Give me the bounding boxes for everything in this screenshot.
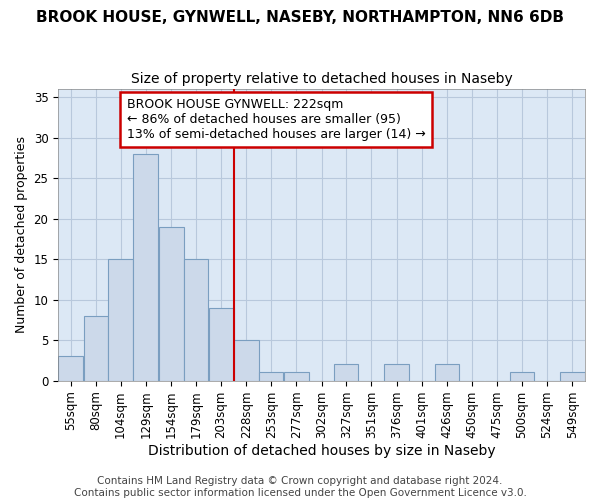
Bar (159, 226, 184, 380)
Text: Contains HM Land Registry data © Crown copyright and database right 2024.
Contai: Contains HM Land Registry data © Crown c… (74, 476, 526, 498)
Bar (133, 154, 158, 380)
Bar (334, 364, 358, 380)
Bar (259, 372, 283, 380)
Bar (284, 372, 309, 380)
X-axis label: Distribution of detached houses by size in Naseby: Distribution of detached houses by size … (148, 444, 496, 458)
Bar (58, 356, 83, 380)
Bar (435, 364, 459, 380)
Bar (83, 316, 108, 380)
Bar (560, 372, 585, 380)
Bar (209, 308, 233, 380)
Text: BROOK HOUSE GYNWELL: 222sqm
← 86% of detached houses are smaller (95)
13% of sem: BROOK HOUSE GYNWELL: 222sqm ← 86% of det… (127, 98, 425, 141)
Title: Size of property relative to detached houses in Naseby: Size of property relative to detached ho… (131, 72, 512, 86)
Bar (184, 259, 208, 380)
Bar (108, 259, 133, 380)
Text: BROOK HOUSE, GYNWELL, NASEBY, NORTHAMPTON, NN6 6DB: BROOK HOUSE, GYNWELL, NASEBY, NORTHAMPTO… (36, 10, 564, 25)
Y-axis label: Number of detached properties: Number of detached properties (15, 136, 28, 334)
Bar (384, 364, 409, 380)
Bar (510, 372, 534, 380)
Bar (234, 340, 259, 380)
